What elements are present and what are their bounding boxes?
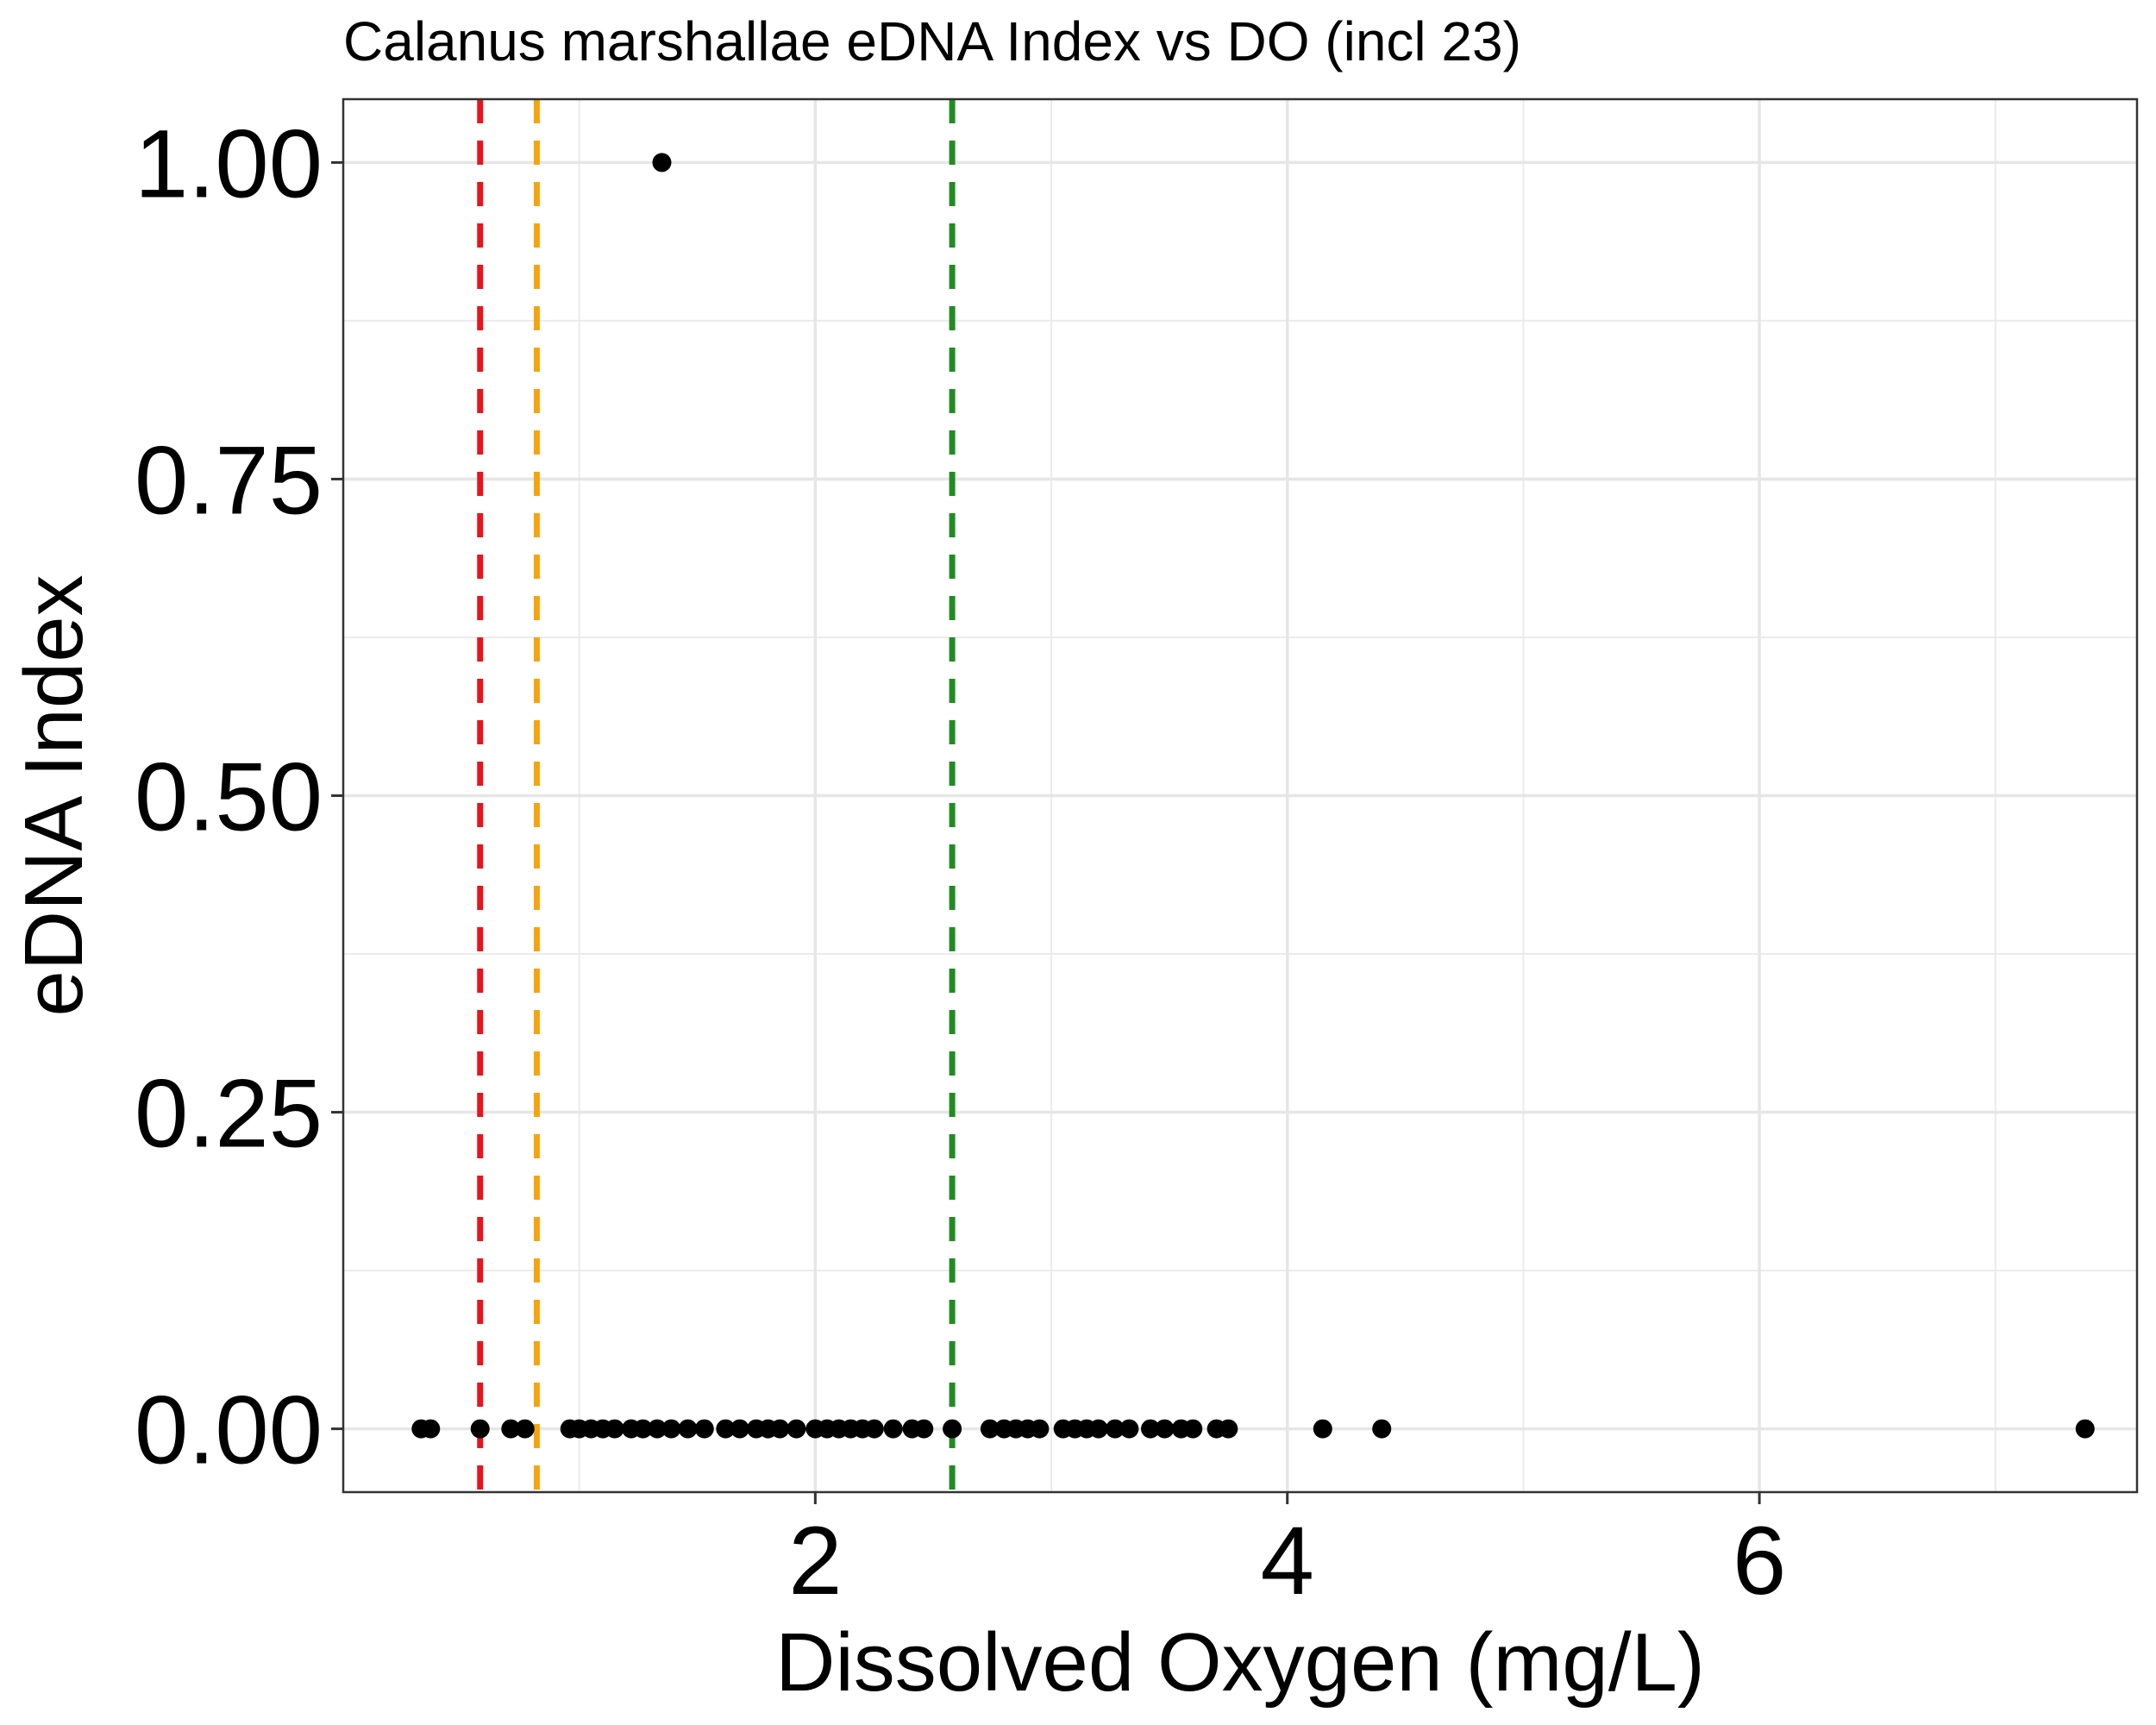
data-point	[1183, 1419, 1203, 1439]
data-point	[787, 1419, 806, 1439]
y-tick-label: 0.25	[135, 1060, 323, 1168]
data-point	[633, 1419, 653, 1439]
reference-lines	[477, 99, 956, 1492]
x-tick-label: 2	[788, 1507, 842, 1615]
data-point	[605, 1419, 624, 1439]
data-point	[864, 1419, 884, 1439]
data-point	[678, 1419, 698, 1439]
x-tick-label: 6	[1733, 1507, 1786, 1615]
data-point	[470, 1419, 490, 1439]
data-point	[501, 1419, 521, 1439]
y-axis-title: eDNA Index	[8, 574, 100, 1016]
data-point	[883, 1419, 903, 1439]
data-point	[1141, 1419, 1160, 1439]
data-point	[2075, 1419, 2095, 1439]
data-point	[1105, 1419, 1125, 1439]
axes: 0.00 0.25 0.50 0.75 1.00 2 4 6	[135, 110, 1786, 1615]
data-point	[648, 1419, 667, 1439]
data-point	[770, 1419, 790, 1439]
y-tick-label: 0.50	[135, 743, 323, 851]
data-points	[411, 153, 2095, 1439]
data-point	[694, 1419, 714, 1439]
y-tick-label: 0.00	[135, 1377, 323, 1484]
data-point	[716, 1419, 736, 1439]
data-point	[1155, 1419, 1175, 1439]
data-point	[421, 1419, 441, 1439]
x-axis-title: Dissolved Oxygen (mg/L)	[775, 1616, 1705, 1709]
data-point	[1313, 1419, 1332, 1439]
y-tick-label: 1.00	[135, 110, 323, 217]
data-point	[515, 1419, 535, 1439]
y-tick-label: 0.75	[135, 426, 323, 534]
x-tick-label: 4	[1261, 1507, 1314, 1615]
data-point	[1219, 1419, 1238, 1439]
chart-title: Calanus marshallae eDNA Index vs DO (inc…	[343, 10, 1521, 72]
data-point	[980, 1419, 1000, 1439]
data-point	[1119, 1419, 1139, 1439]
data-point	[1088, 1419, 1108, 1439]
data-point	[943, 1419, 962, 1439]
data-point	[1030, 1419, 1050, 1439]
data-point	[1372, 1419, 1392, 1439]
data-point	[652, 153, 672, 172]
grid-lines	[343, 99, 2137, 1492]
data-point	[661, 1419, 681, 1439]
data-point	[914, 1419, 934, 1439]
data-point	[730, 1419, 749, 1439]
